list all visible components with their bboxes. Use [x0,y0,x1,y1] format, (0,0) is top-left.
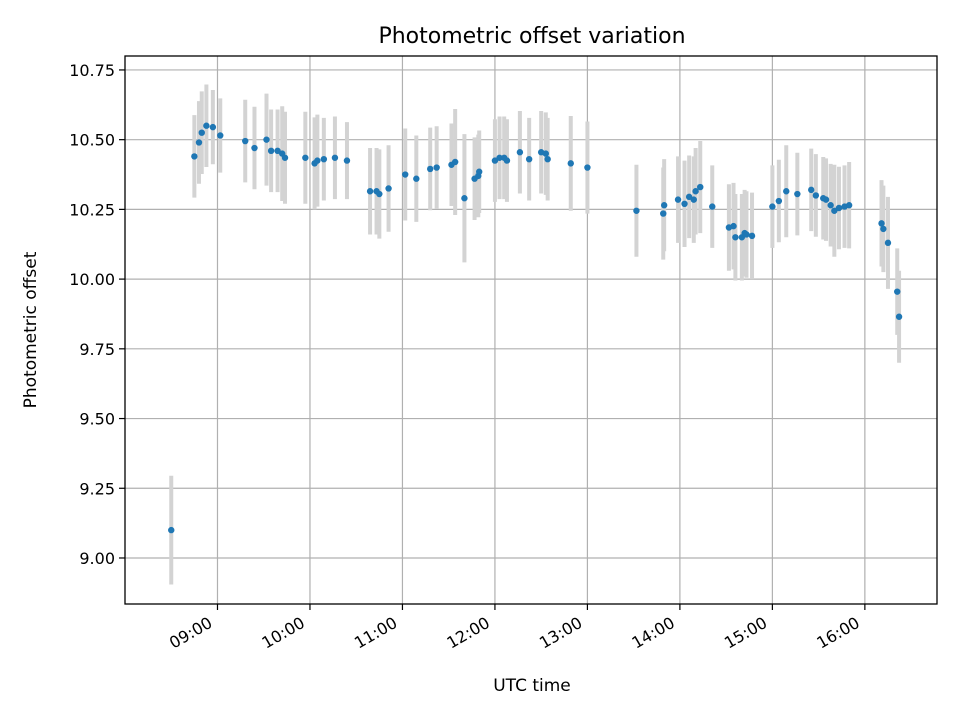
data-point [690,196,697,203]
data-point [709,203,716,210]
data-point [884,239,892,247]
data-point [831,207,838,214]
data-point [835,204,843,212]
y-tick-label: 9.25 [79,479,115,498]
x-tick-label: 13:00 [536,613,585,653]
data-point [461,195,468,202]
data-point [331,154,339,161]
data-point [503,157,511,164]
data-point [748,232,756,240]
y-tick-label: 10.75 [69,61,115,80]
data-point [783,188,790,195]
x-tick-label: 12:00 [443,613,492,653]
data-point [544,155,551,163]
data-point [209,123,217,131]
data-point [496,154,503,161]
data-point [660,210,667,217]
data-point [878,220,885,227]
data-point [433,164,440,171]
data-point [584,164,591,171]
data-point [769,203,776,210]
data-point [402,171,409,178]
data-point [812,192,820,199]
data-point [343,157,351,164]
data-point [376,190,383,198]
y-tick-label: 10.00 [69,270,115,289]
data-point [191,153,198,160]
data-point [692,188,699,195]
y-tick-label: 10.25 [69,200,115,219]
data-point [203,122,210,129]
data-point [366,188,374,195]
data-point [451,158,459,166]
data-point [516,149,524,156]
data-point [242,137,249,145]
y-tick-label: 9.75 [79,340,115,359]
data-point [775,197,783,205]
data-point [195,139,203,146]
x-tick-label: 15:00 [721,613,770,653]
data-point [894,288,901,295]
data-point [413,175,420,182]
data-point [732,234,739,241]
chart-title: Photometric offset variation [378,24,685,49]
data-point [567,160,574,167]
data-point [267,147,275,155]
data-point [633,207,640,214]
data-point [697,183,704,191]
data-point [491,157,499,164]
data-point [808,186,815,194]
data-point [314,157,321,164]
data-point [274,147,281,155]
x-tick-label: 14:00 [628,613,677,653]
data-point [525,155,533,163]
x-tick-label: 16:00 [813,613,862,653]
y-tick-label: 9.50 [79,410,115,429]
data-point [880,225,887,233]
y-axis-label: Photometric offset [21,251,41,408]
data-point [827,202,834,209]
errorbar-layer [169,84,902,585]
data-point [685,193,693,201]
x-tick-label: 09:00 [166,613,215,653]
plot-frame [124,55,938,605]
y-tick-label: 10.50 [69,131,115,150]
x-tick-label: 11:00 [351,613,400,653]
y-tick-label: 9.00 [79,549,115,568]
data-point [476,168,483,175]
data-point [320,155,328,163]
data-point [281,154,289,161]
data-point [794,190,801,198]
data-point [263,136,270,143]
data-point [674,196,682,203]
data-point [895,313,903,320]
data-point [198,129,205,136]
data-point [743,231,750,238]
data-point [168,526,175,534]
data-point [385,185,392,192]
data-point [681,200,688,208]
x-tick-label: 10:00 [259,613,308,653]
data-point [217,132,224,139]
data-point [426,165,434,173]
point-layer [168,122,903,534]
data-point [660,202,668,209]
data-point [730,222,737,230]
data-point [302,154,309,161]
data-point [822,196,830,203]
data-point [845,202,853,209]
grid-layer [125,56,937,604]
data-point [542,150,549,157]
tick-layer [119,69,866,610]
x-axis-label: UTC time [493,676,571,696]
data-point [251,144,258,152]
